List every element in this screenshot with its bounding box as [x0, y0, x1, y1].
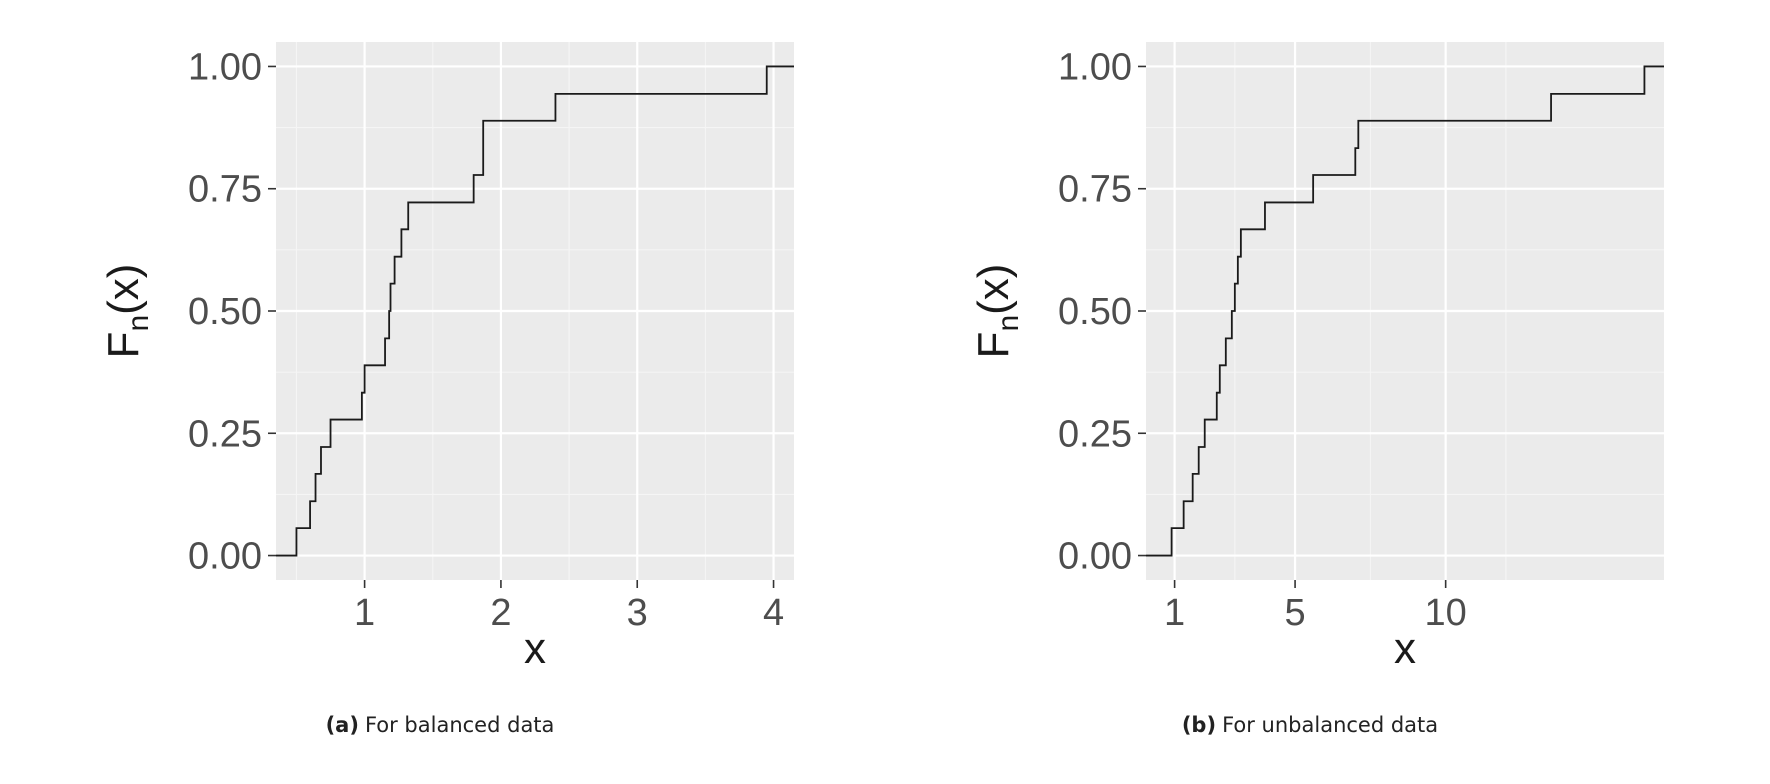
y-tick-label: 0.25	[188, 413, 262, 455]
y-axis-title-arg: (x)	[99, 264, 148, 315]
y-tick-label: 0.25	[1058, 413, 1132, 455]
caption-text: For unbalanced data	[1222, 713, 1438, 737]
y-axis-title-sub: n	[992, 315, 1025, 332]
y-tick-labels: 0.00 0.25 0.50 0.75 1.00	[1058, 46, 1132, 577]
axis-ticks	[268, 65, 775, 588]
y-axis-title: Fn(x)	[99, 264, 155, 359]
panel-unbalanced: 0.000.250.500.751.00 1 5 10 x Fn(x) (b) For…	[969, 42, 1664, 737]
x-axis-title: x	[1394, 624, 1416, 673]
x-axis-title: x	[524, 624, 546, 673]
y-axis-title-base: F	[99, 332, 148, 359]
x-tick-label: 1	[1164, 592, 1185, 634]
caption-b: (b) For unbalanced data	[1182, 713, 1438, 737]
y-axis-title: Fn(x)	[969, 264, 1025, 359]
y-tick-label: 0.75	[188, 169, 262, 211]
x-tick-labels: 1 2 3 4	[354, 592, 784, 634]
major-grid	[276, 42, 794, 580]
x-tick-label: 3	[627, 592, 648, 634]
ecdf-step-line	[1146, 65, 1664, 557]
y-tick-label: 1.00	[1058, 46, 1132, 88]
y-tick-label: 0.50	[188, 291, 262, 333]
x-tick-labels: 1 5 10	[1164, 592, 1467, 634]
y-axis-title-base: F	[969, 332, 1018, 359]
panel-balanced: 0.00 0.25 0.50 0.75 1.00 1 2 3 4 x Fn(x) (a) For…	[99, 42, 794, 737]
y-tick-label: 0.75	[1058, 169, 1132, 211]
caption-a: (a) For balanced data	[326, 713, 555, 737]
caption-tag: (b)	[1182, 713, 1216, 737]
ecdf-step-line	[276, 65, 794, 557]
major-grid	[1146, 42, 1664, 580]
x-tick-label: 4	[763, 592, 784, 634]
y-tick-label: 0.00	[188, 536, 262, 578]
x-tick-label: 5	[1285, 592, 1306, 634]
x-tick-label: 2	[490, 592, 511, 634]
y-tick-label: 0.00	[1058, 536, 1132, 578]
y-axis-title-arg: (x)	[969, 264, 1018, 315]
axis-ticks	[1138, 65, 1447, 588]
y-tick-label: 1.00	[188, 46, 262, 88]
caption-text: For balanced data	[365, 713, 554, 737]
x-tick-label: 1	[354, 592, 375, 634]
caption-tag: (a)	[326, 713, 359, 737]
y-axis-title-sub: n	[122, 315, 155, 332]
y-tick-labels: 0.00 0.25 0.50 0.75 1.00	[188, 46, 262, 577]
x-tick-label: 10	[1425, 592, 1467, 634]
y-tick-label: 0.50	[1058, 291, 1132, 333]
